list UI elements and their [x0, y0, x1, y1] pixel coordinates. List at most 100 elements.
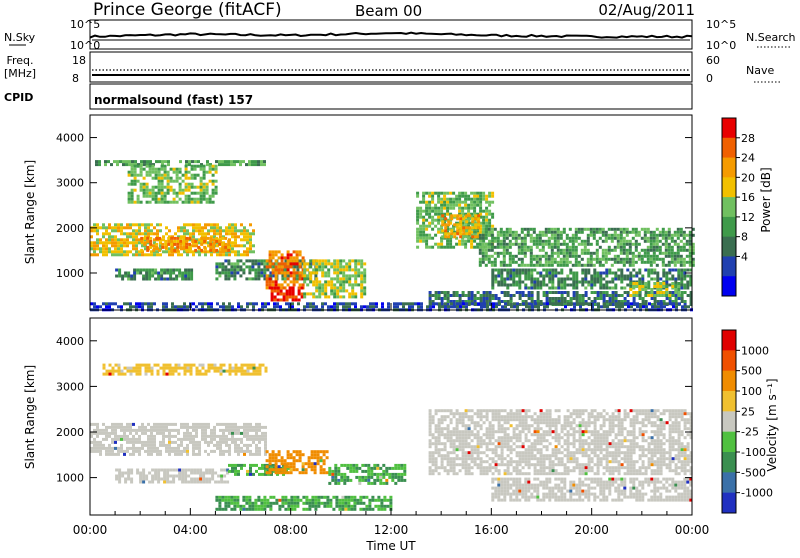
power-cell — [132, 247, 135, 250]
power-cell — [539, 231, 542, 234]
power-cell — [161, 177, 164, 180]
power-cell — [215, 262, 218, 265]
power-cell — [659, 258, 662, 261]
power-cell — [224, 237, 227, 240]
cpid-panel: CPID normalsound (fast) 157 — [4, 84, 692, 109]
power-cell — [564, 300, 567, 303]
power-cell — [596, 243, 599, 246]
power-cell — [254, 259, 257, 262]
power-cell — [186, 305, 189, 308]
power-cell — [116, 160, 119, 163]
power-cell — [671, 237, 674, 240]
velocity-cell — [240, 432, 243, 435]
power-cell — [171, 302, 174, 305]
power-cell — [458, 204, 461, 207]
velocity-cell — [233, 496, 236, 499]
velocity-cell — [174, 435, 177, 438]
power-cell — [462, 302, 465, 305]
power-cell — [470, 207, 473, 210]
power-cell — [197, 165, 200, 168]
power-cell — [680, 264, 683, 267]
velocity-cell — [400, 464, 403, 467]
velocity-cell — [228, 444, 231, 447]
power-cell — [170, 237, 173, 240]
power-cell — [608, 237, 611, 240]
power-cell — [277, 293, 280, 296]
power-cell — [357, 259, 360, 262]
power-cell — [474, 294, 477, 297]
power-cell — [641, 255, 644, 258]
power-cell — [677, 246, 680, 249]
power-cell — [206, 160, 209, 163]
power-cell — [545, 272, 548, 275]
power-cell — [449, 243, 452, 246]
velocity-cell — [168, 450, 171, 453]
power-cell — [644, 252, 647, 255]
power-cell — [290, 262, 293, 265]
velocity-cell — [231, 432, 234, 435]
velocity-cell — [171, 447, 174, 450]
power-cell — [497, 243, 500, 246]
power-cell — [161, 246, 164, 249]
velocity-cell — [201, 438, 204, 441]
power-cell — [170, 189, 173, 192]
power-cell — [140, 165, 143, 168]
power-cell — [671, 249, 674, 252]
power-cell — [639, 294, 642, 297]
power-cell — [330, 277, 333, 280]
power-cell — [246, 241, 249, 244]
power-colorbar-label: Power [dB] — [759, 167, 773, 232]
power-cell — [197, 201, 200, 204]
velocity-cell — [168, 423, 171, 426]
velocity-cell — [181, 478, 184, 481]
power-cell — [686, 261, 689, 264]
velocity-cell — [260, 499, 263, 502]
power-cell — [554, 228, 557, 231]
power-cell — [686, 287, 689, 290]
power-cell — [290, 253, 293, 256]
power-cell — [573, 294, 576, 297]
power-cell — [551, 287, 554, 290]
velocity-cell — [314, 499, 317, 502]
power-cell — [117, 305, 120, 308]
power-cell — [671, 240, 674, 243]
power-cell — [372, 305, 375, 308]
power-cell — [441, 223, 444, 226]
power-cell — [236, 262, 239, 265]
power-cell — [422, 228, 425, 231]
power-cell — [566, 258, 569, 261]
velocity-cell — [141, 429, 144, 432]
power-cell — [611, 264, 614, 267]
power-cell — [185, 195, 188, 198]
power-cell — [564, 297, 567, 300]
power-cell — [194, 168, 197, 171]
velocity-cell — [166, 367, 169, 370]
power-cell — [665, 246, 668, 249]
velocity-cell — [235, 367, 238, 370]
power-cell — [108, 250, 111, 253]
power-cell — [599, 228, 602, 231]
power-cell — [147, 232, 150, 235]
power-cell — [491, 261, 494, 264]
power-cell — [114, 253, 117, 256]
velocity-cell — [192, 438, 195, 441]
power-cell — [615, 294, 618, 297]
velocity-cell — [195, 441, 198, 444]
velocity-cell — [215, 499, 218, 502]
power-cell — [458, 195, 461, 198]
power-cell — [216, 226, 219, 229]
power-cell — [252, 250, 255, 253]
power-cell — [521, 228, 524, 231]
velocity-cell — [234, 467, 237, 470]
power-cell — [173, 249, 176, 252]
power-cell — [269, 280, 272, 283]
power-cell — [479, 204, 482, 207]
power-cell — [224, 243, 227, 246]
power-cell — [510, 300, 513, 303]
power-cell — [491, 284, 494, 287]
velocity-cell — [221, 496, 224, 499]
velocity-cell — [135, 450, 138, 453]
power-cell — [301, 293, 304, 296]
power-cell — [194, 186, 197, 189]
velocity-cell — [181, 481, 184, 484]
